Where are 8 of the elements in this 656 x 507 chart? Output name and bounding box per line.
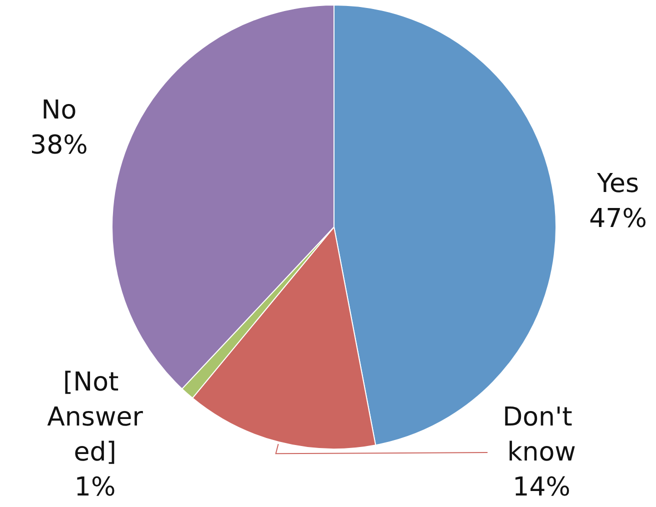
slice-label: [Not Answered]	[47, 368, 144, 468]
slice-label: No	[41, 95, 77, 126]
data-label: 1%	[74, 472, 116, 502]
slice-label: Don't know	[502, 402, 581, 468]
slice-label: Yes	[596, 169, 639, 200]
data-label: 14%	[512, 472, 570, 502]
data-label: 47%	[589, 204, 647, 234]
data-label: 38%	[30, 130, 88, 160]
